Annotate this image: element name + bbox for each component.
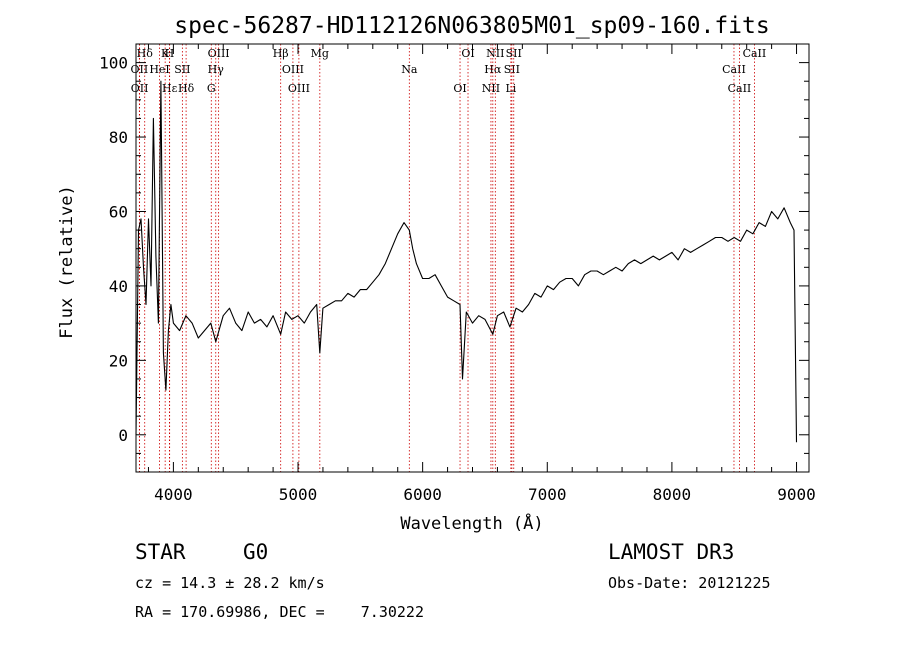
marker-label: OI bbox=[461, 47, 474, 60]
plot-area bbox=[135, 80, 798, 443]
marker-label: OII bbox=[131, 82, 149, 95]
marker-label: Hδ bbox=[178, 82, 195, 95]
marker-label: K bbox=[161, 47, 170, 60]
marker-label: CaII bbox=[722, 63, 746, 76]
marker-label: Li bbox=[505, 82, 516, 95]
axis-ticks: 4000 5000 6000 7000 8000 9000 0 20 40 60 80 100 bbox=[99, 43, 816, 504]
marker-label: OIII bbox=[288, 82, 310, 95]
marker-label: OIII bbox=[282, 63, 304, 76]
y-tick-label: 80 bbox=[109, 128, 128, 147]
spectral-line-markers: HδOIIOIIKHeIHεHSIIHδOIIIHγGHβOIIIOIIIMgN… bbox=[131, 44, 767, 472]
spectrum-line bbox=[135, 80, 798, 443]
chart-title: spec-56287-HD112126N063805M01_sp09-160.f… bbox=[174, 13, 769, 39]
marker-label: CaII bbox=[743, 47, 767, 60]
x-tick-label: 8000 bbox=[653, 485, 692, 504]
object-class: STAR bbox=[135, 540, 186, 564]
redshift-velocity: cz = 14.3 ± 28.2 km/s bbox=[135, 574, 325, 592]
marker-label: G bbox=[207, 82, 216, 95]
y-tick-label: 40 bbox=[109, 277, 128, 296]
marker-label: NII bbox=[482, 82, 500, 95]
survey-name: LAMOST DR3 bbox=[608, 540, 735, 564]
y-axis-label: Flux (relative) bbox=[57, 185, 77, 339]
x-tick-label: 4000 bbox=[154, 485, 193, 504]
x-tick-label: 7000 bbox=[528, 485, 567, 504]
marker-label: NII bbox=[486, 47, 504, 60]
coordinates: RA = 170.69986, DEC = 7.30222 bbox=[135, 603, 424, 621]
y-tick-label: 60 bbox=[109, 202, 128, 221]
marker-label: SII bbox=[504, 63, 520, 76]
marker-label: CaII bbox=[728, 82, 752, 95]
x-tick-label: 5000 bbox=[279, 485, 318, 504]
y-tick-label: 20 bbox=[109, 351, 128, 370]
marker-label: OIII bbox=[208, 47, 230, 60]
marker-label: Hα bbox=[484, 63, 502, 76]
marker-label: SII bbox=[174, 63, 190, 76]
x-tick-label: 6000 bbox=[403, 485, 442, 504]
observation-date: Obs-Date: 20121225 bbox=[608, 574, 771, 592]
marker-label: SII bbox=[506, 47, 522, 60]
marker-label: Hδ bbox=[137, 47, 154, 60]
object-subclass: G0 bbox=[243, 540, 269, 564]
x-axis-label: Wavelength (Å) bbox=[400, 512, 543, 534]
marker-label: Hβ bbox=[273, 47, 289, 60]
marker-label: Na bbox=[401, 63, 418, 76]
marker-label: HeI bbox=[149, 63, 169, 76]
marker-label: Mg bbox=[311, 47, 329, 60]
marker-label: Hε bbox=[162, 82, 178, 95]
plot-frame bbox=[135, 43, 810, 473]
x-tick-label: 9000 bbox=[777, 485, 816, 504]
y-tick-label: 0 bbox=[118, 426, 128, 445]
marker-label: Hγ bbox=[208, 63, 225, 76]
marker-label: H bbox=[165, 47, 175, 60]
y-tick-label: 100 bbox=[99, 54, 128, 73]
marker-label: OI bbox=[453, 82, 466, 95]
